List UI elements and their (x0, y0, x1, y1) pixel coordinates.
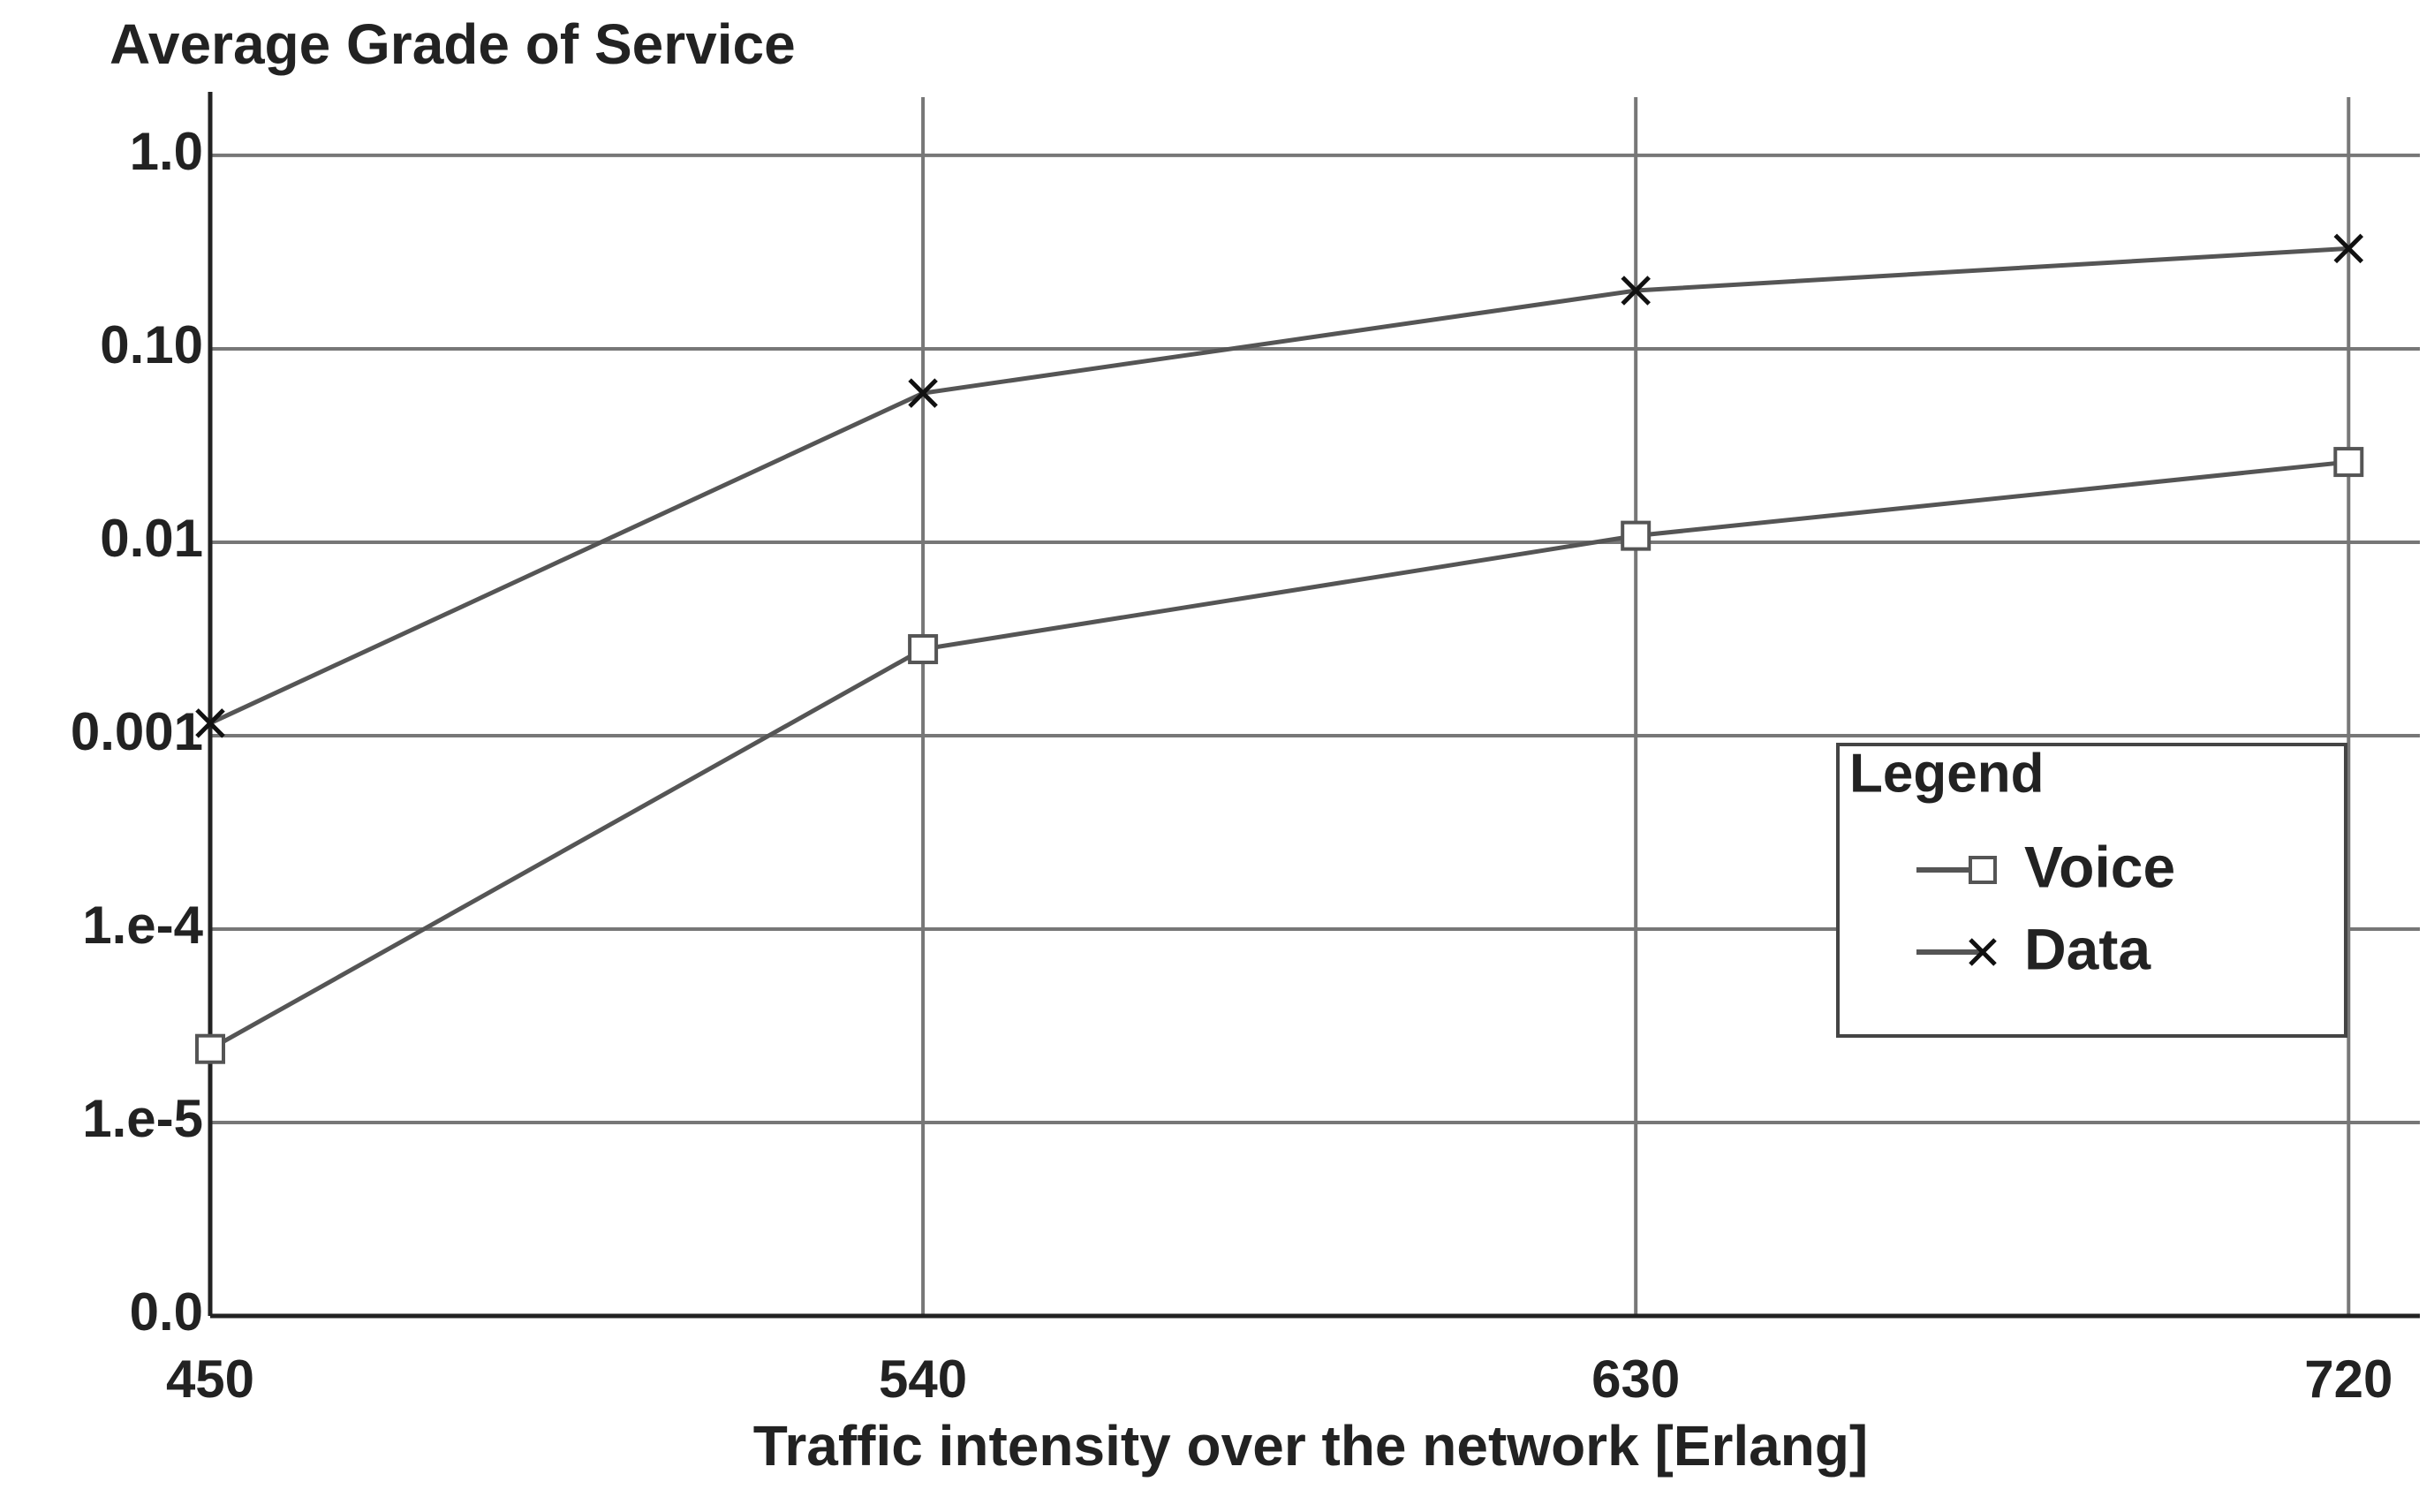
marker (908, 634, 939, 665)
legend-label: Data (2024, 916, 2151, 981)
legend-label: Voice (2024, 834, 2175, 899)
marker (908, 378, 938, 408)
legend-title: Legend (1849, 743, 2044, 804)
series-line (208, 246, 2349, 726)
x-axis-label: Traffic intensity over the network [Erla… (753, 1414, 1868, 1478)
y-tick-label: 0.0 (130, 1282, 203, 1342)
y-tick-label: 0.001 (71, 702, 203, 761)
y-tick-label: 0.01 (100, 509, 203, 568)
marker (195, 708, 225, 738)
legend-marker (1969, 938, 1997, 966)
y-tick-label: 1.0 (130, 122, 203, 181)
chart-title: Average Grade of Service (110, 12, 796, 76)
marker (1621, 520, 1652, 551)
marker (195, 1033, 225, 1064)
x-tick-label: 720 (2304, 1349, 2392, 1409)
y-tick-label: 0.10 (100, 315, 203, 374)
legend: Legend Voice Data (1836, 743, 2347, 1038)
y-tick-label: 1.e-4 (82, 896, 203, 955)
series-line (208, 459, 2349, 1051)
legend-marker (1969, 856, 1997, 884)
legend-box (1836, 743, 2347, 1038)
marker (1621, 276, 1651, 306)
x-tick-label: 450 (166, 1349, 254, 1409)
x-tick-label: 630 (1591, 1349, 1680, 1409)
marker (2333, 447, 2364, 478)
x-tick-label: 540 (879, 1349, 967, 1409)
marker (2333, 233, 2364, 264)
y-tick-label: 1.e-5 (82, 1089, 203, 1148)
